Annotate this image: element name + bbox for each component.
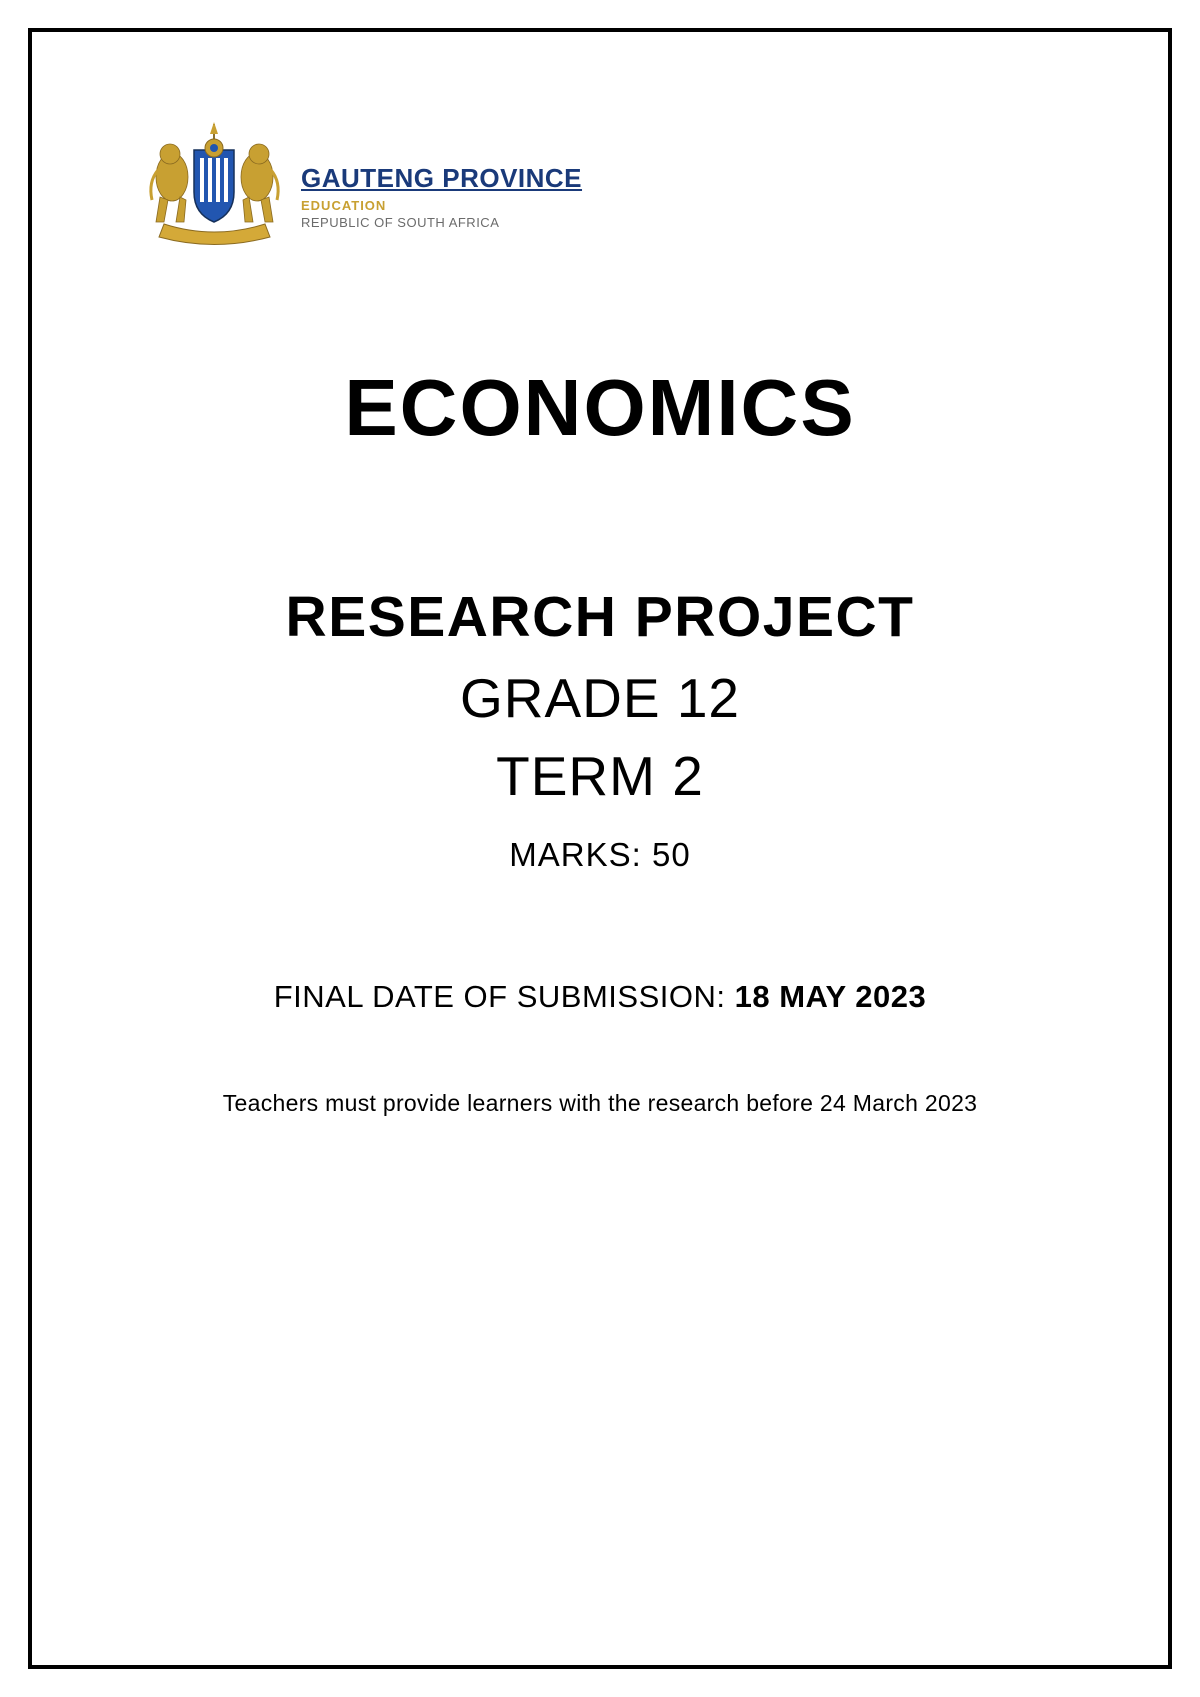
- submission-label: FINAL DATE OF SUBMISSION:: [274, 979, 735, 1014]
- grade-line: GRADE 12: [102, 666, 1098, 730]
- header: GAUTENG PROVINCE EDUCATION REPUBLIC OF S…: [142, 122, 1098, 252]
- submission-date: 18 MAY 2023: [735, 979, 927, 1014]
- province-title: GAUTENG PROVINCE: [301, 163, 582, 194]
- teacher-note: Teachers must provide learners with the …: [102, 1090, 1098, 1117]
- province-department: EDUCATION: [301, 198, 582, 213]
- document-border: GAUTENG PROVINCE EDUCATION REPUBLIC OF S…: [28, 28, 1172, 1669]
- marks-line: MARKS: 50: [102, 836, 1098, 874]
- content-block: RESEARCH PROJECT GRADE 12 TERM 2 MARKS: …: [102, 584, 1098, 1117]
- term-line: TERM 2: [102, 744, 1098, 808]
- project-title: RESEARCH PROJECT: [102, 584, 1098, 650]
- province-text-block: GAUTENG PROVINCE EDUCATION REPUBLIC OF S…: [301, 145, 582, 230]
- submission-line: FINAL DATE OF SUBMISSION: 18 MAY 2023: [102, 979, 1098, 1015]
- page-title: ECONOMICS: [102, 362, 1098, 454]
- coat-of-arms-icon: [142, 122, 287, 252]
- province-country: REPUBLIC OF SOUTH AFRICA: [301, 215, 582, 230]
